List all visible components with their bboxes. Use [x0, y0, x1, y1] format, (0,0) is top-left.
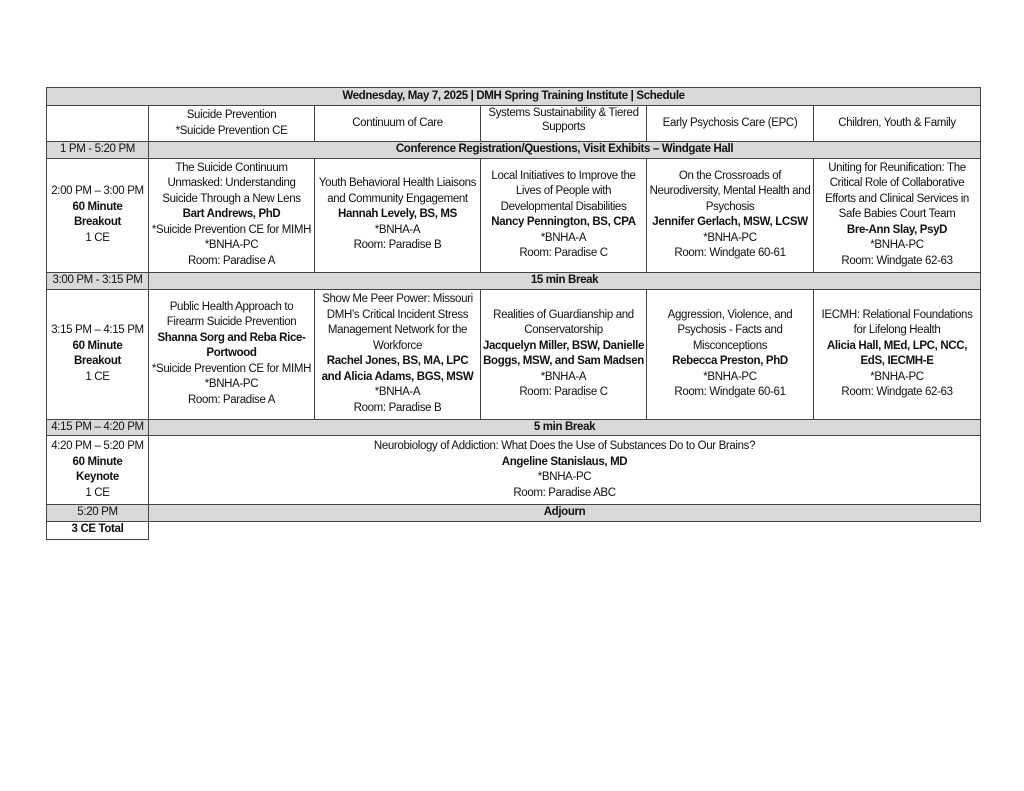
- presenter: Angeline Stanislaus, MD: [501, 455, 628, 468]
- session-title: The Suicide Continuum Unmasked: Understa…: [162, 161, 301, 205]
- time: 4:20 PM – 5:20 PM: [51, 440, 144, 452]
- room: Room: Paradise C: [519, 247, 608, 259]
- session-title: Public Health Approach to Firearm Suicid…: [166, 300, 297, 329]
- session-cell: On the Crossroads of Neurodiversity, Men…: [646, 157, 814, 273]
- session-title: Show Me Peer Power: Missouri DMH’s Criti…: [322, 293, 473, 352]
- schedule-title: Wednesday, May 7, 2025 | DMH Spring Trai…: [45, 87, 982, 106]
- session-title: Youth Behavioral Health Liaisons and Com…: [318, 177, 477, 205]
- room: Room: Windgate 62-63: [841, 386, 953, 398]
- time-cell: 3:15 PM – 4:15 PM 60 Minute Breakout 1 CE: [46, 288, 149, 420]
- schedule-table: Wednesday, May 7, 2025 | DMH Spring Trai…: [45, 87, 982, 540]
- break-row: 3:00 PM - 3:15 PM 15 min Break: [46, 271, 982, 290]
- room: Room: Paradise C: [519, 386, 608, 398]
- presenter: Alicia Hall, MEd, LPC, NCC, EdS, IECMH-E: [826, 339, 968, 368]
- empty-cell: [147, 520, 981, 539]
- adjourn-row: 5:20 PM Adjourn: [46, 504, 982, 522]
- session-title: Local Initiatives to Improve the Lives o…: [491, 169, 636, 213]
- presenter: Rebecca Preston, PhD: [672, 355, 788, 367]
- track-header: Continuum of Care: [314, 105, 481, 142]
- session-cell: Uniting for Reunification: The Critical …: [812, 157, 982, 273]
- time: 3:15 PM – 4:15 PM: [51, 324, 144, 336]
- time-cell: 5:20 PM: [46, 504, 149, 522]
- time-cell: 4:15 PM – 4:20 PM: [46, 418, 149, 436]
- room: Room: Paradise ABC: [513, 486, 616, 499]
- session-cell: Local Initiatives to Improve the Lives o…: [480, 157, 647, 273]
- breakout-row-2: 3:15 PM – 4:15 PM 60 Minute Breakout 1 CE …: [46, 288, 982, 420]
- session-cell: Public Health Approach to Firearm Suicid…: [148, 288, 315, 420]
- track-header: Children, Youth & Family: [812, 105, 982, 142]
- session-title: Neurobiology of Addiction: What Does the…: [373, 440, 756, 452]
- room: Room: Paradise B: [353, 401, 442, 414]
- presenter: Rachel Jones, BS, MA, LPC and Alicia Ada…: [321, 355, 474, 383]
- keynote-row: 4:20 PM – 5:20 PM 60 Minute Keynote 1 CE Ne…: [46, 435, 982, 505]
- presenter: Jennifer Gerlach, MSW, LCSW: [652, 216, 808, 228]
- presenter: Hannah Levely, BS, MS: [338, 208, 457, 221]
- room: Room: Windgate 60-61: [674, 386, 786, 398]
- ce-count: 1 CE: [85, 486, 110, 499]
- session-cell: IECMH: Relational Foundations for Lifelo…: [812, 288, 982, 420]
- track-header: Early Psychosis Care (EPC): [646, 105, 814, 142]
- time-cell: 2:00 PM – 3:00 PM 60 Minute Breakout 1 CE: [46, 157, 149, 273]
- session-cell: Show Me Peer Power: Missouri DMH’s Criti…: [314, 288, 481, 420]
- track-name: Suicide Prevention: [186, 109, 277, 121]
- session-type: Keynote: [76, 471, 119, 483]
- time-cell: 3:00 PM - 3:15 PM: [46, 271, 149, 290]
- time: 2:00 PM – 3:00 PM: [51, 185, 144, 197]
- registration-row: 1 PM - 5:20 PM Conference Registration/Q…: [46, 141, 982, 159]
- total-row: 3 CE Total: [46, 520, 981, 540]
- keynote-session: Neurobiology of Addiction: What Does the…: [147, 435, 982, 505]
- track-header: Suicide Prevention *Suicide Prevention CE: [148, 105, 315, 142]
- track-credit: *Suicide Prevention CE: [175, 124, 288, 137]
- adjourn-label: Adjourn: [147, 504, 982, 522]
- room: Room: Paradise A: [187, 254, 276, 267]
- break-label: 5 min Break: [147, 418, 982, 436]
- session-type: 60 Minute: [72, 455, 123, 468]
- session-cell: Aggression, Violence, and Psychosis - Fa…: [646, 288, 814, 420]
- presenter: Jacquelyn Miller, BSW, Danielle Boggs, M…: [482, 339, 645, 368]
- title-row: Wednesday, May 7, 2025 | DMH Spring Trai…: [45, 87, 982, 106]
- session-title: On the Crossroads of Neurodiversity, Men…: [649, 169, 811, 213]
- session-cell: The Suicide Continuum Unmasked: Understa…: [148, 157, 315, 273]
- time-cell: 1 PM - 5:20 PM: [46, 141, 149, 159]
- empty-header-cell: [46, 105, 149, 142]
- track-header-row: Suicide Prevention *Suicide Prevention CE…: [46, 105, 982, 142]
- credit: *BNHA-PC: [703, 370, 757, 383]
- presenter: Bre-Ann Slay, PsyD: [846, 223, 948, 236]
- room: Room: Paradise A: [187, 393, 276, 406]
- break-row: 4:15 PM – 4:20 PM 5 min Break: [46, 418, 982, 436]
- credit: *BNHA-A: [540, 370, 587, 383]
- break-label: 15 min Break: [147, 271, 982, 290]
- presenter: Nancy Pennington, BS, CPA: [491, 216, 636, 228]
- session-title: Aggression, Violence, and Psychosis - Fa…: [667, 308, 793, 352]
- credit: *Suicide Prevention CE for MIMH *BNHA-PC: [151, 223, 312, 252]
- track-header: Systems Sustainability & Tiered Supports: [480, 105, 647, 142]
- session-type: 60 Minute Breakout: [72, 339, 123, 368]
- credit: *BNHA-A: [540, 231, 587, 244]
- session-type: 60 Minute Breakout: [72, 200, 123, 229]
- session-title: IECMH: Relational Foundations for Lifelo…: [821, 308, 973, 337]
- ce-count: 1 CE: [85, 370, 110, 383]
- breakout-row-1: 2:00 PM – 3:00 PM 60 Minute Breakout 1 CE …: [46, 157, 982, 273]
- credit: *BNHA-PC: [703, 231, 757, 244]
- room: Room: Windgate 62-63: [841, 254, 953, 267]
- presenter: Shanna Sorg and Reba Rice-Portwood: [157, 331, 306, 360]
- credit: *BNHA-A: [374, 386, 421, 398]
- ce-total: 3 CE Total: [46, 520, 149, 540]
- credit: *BNHA-PC: [870, 239, 924, 252]
- credit: *Suicide Prevention CE for MIMH *BNHA-PC: [151, 362, 312, 391]
- credit: *BNHA-PC: [537, 471, 592, 483]
- time-cell: 4:20 PM – 5:20 PM 60 Minute Keynote 1 CE: [46, 435, 149, 505]
- room: Room: Windgate 60-61: [674, 247, 786, 259]
- registration-label: Conference Registration/Questions, Visit…: [147, 141, 982, 159]
- session-title: Realities of Guardianship and Conservato…: [493, 308, 634, 337]
- ce-count: 1 CE: [85, 231, 110, 244]
- session-cell: Youth Behavioral Health Liaisons and Com…: [314, 157, 481, 273]
- session-cell: Realities of Guardianship and Conservato…: [480, 288, 647, 420]
- presenter: Bart Andrews, PhD: [182, 208, 281, 221]
- room: Room: Paradise B: [353, 239, 442, 252]
- session-title: Uniting for Reunification: The Critical …: [825, 161, 969, 221]
- credit: *BNHA-A: [374, 223, 421, 236]
- credit: *BNHA-PC: [870, 370, 924, 383]
